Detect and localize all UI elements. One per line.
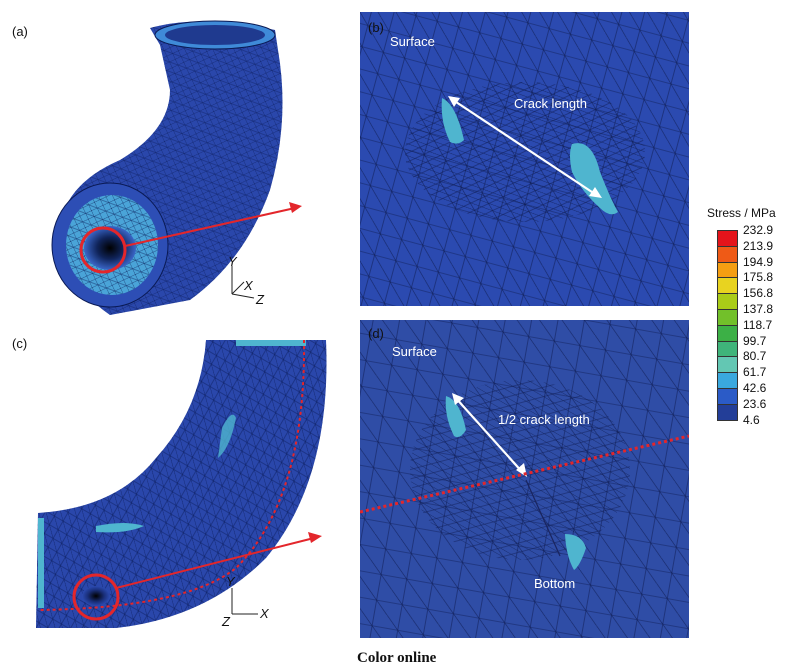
axis-z-a: Z — [256, 292, 264, 307]
legend-title: Stress / MPa — [707, 206, 776, 220]
panel-b-label: (b) — [368, 20, 384, 35]
axes-triad-c — [231, 588, 258, 615]
panel-c-label: (c) — [12, 336, 28, 351]
panel-a-pipe — [40, 10, 350, 315]
panel-d-bottom-text: Bottom — [534, 576, 576, 591]
pointer-arrow — [124, 207, 296, 247]
panel-b-detail: (b) Surface Crack length — [360, 12, 689, 306]
pointer-arrow-c — [115, 537, 315, 589]
legend-value: 99.7 — [743, 333, 767, 348]
crack-length-arrow — [449, 97, 599, 197]
panel-b-surface-text: Surface — [390, 34, 435, 49]
legend-value: 61.7 — [743, 365, 767, 380]
axis-x-a: X — [244, 278, 253, 293]
legend-swatch — [717, 356, 738, 374]
axes-triad-a — [231, 266, 255, 299]
legend-swatch — [717, 388, 738, 406]
axis-y-c: Y — [226, 574, 235, 589]
legend-swatch — [717, 293, 738, 311]
legend-value: 137.8 — [743, 302, 774, 316]
panel-d-half-crack-text: 1/2 crack length — [498, 412, 590, 427]
axis-y-a: Y — [228, 254, 237, 269]
legend-value: 232.9 — [743, 223, 774, 237]
legend-swatch — [717, 340, 738, 358]
legend-value: 80.7 — [743, 349, 767, 364]
crack-tip-left — [441, 98, 464, 144]
legend-value: 23.6 — [743, 396, 767, 411]
legend-value: 42.6 — [743, 381, 767, 395]
legend-swatch — [717, 245, 738, 264]
legend-swatch — [717, 372, 738, 390]
axis-z-c: Z — [222, 614, 230, 629]
legend-swatch — [717, 277, 738, 295]
legend-value: 213.9 — [743, 238, 774, 253]
crack-tip-bottom — [565, 534, 586, 570]
panel-d-label: (d) — [368, 326, 384, 341]
color-online-caption: Color online — [357, 650, 437, 666]
legend-value: 175.8 — [743, 270, 774, 285]
panel-a-label: (a) — [12, 24, 28, 39]
half-crack-length-arrow — [453, 395, 525, 475]
panel-d-surface-text: Surface — [392, 344, 437, 359]
crack-highlight-circle — [79, 226, 127, 274]
panel-c-section — [36, 338, 348, 638]
crack-tip-surface — [445, 396, 466, 438]
crack-tip-right — [570, 143, 618, 215]
legend-swatch — [717, 324, 738, 343]
legend-value: 4.6 — [743, 412, 760, 427]
legend-swatch — [717, 230, 738, 248]
legend-swatch — [717, 261, 738, 279]
panel-b-crack-length-text: Crack length — [514, 96, 587, 111]
crack-highlight-circle-c — [72, 573, 120, 621]
legend-value: 156.8 — [743, 286, 774, 301]
legend-swatch — [717, 403, 738, 422]
legend-swatch — [717, 309, 738, 327]
axis-x-c: X — [260, 606, 269, 621]
legend-value: 118.7 — [743, 317, 773, 332]
crack-plane-line-d — [360, 434, 689, 514]
panel-d-detail: (d) Surface 1/2 crack length Bottom — [360, 320, 689, 638]
legend-value: 194.9 — [743, 254, 774, 269]
